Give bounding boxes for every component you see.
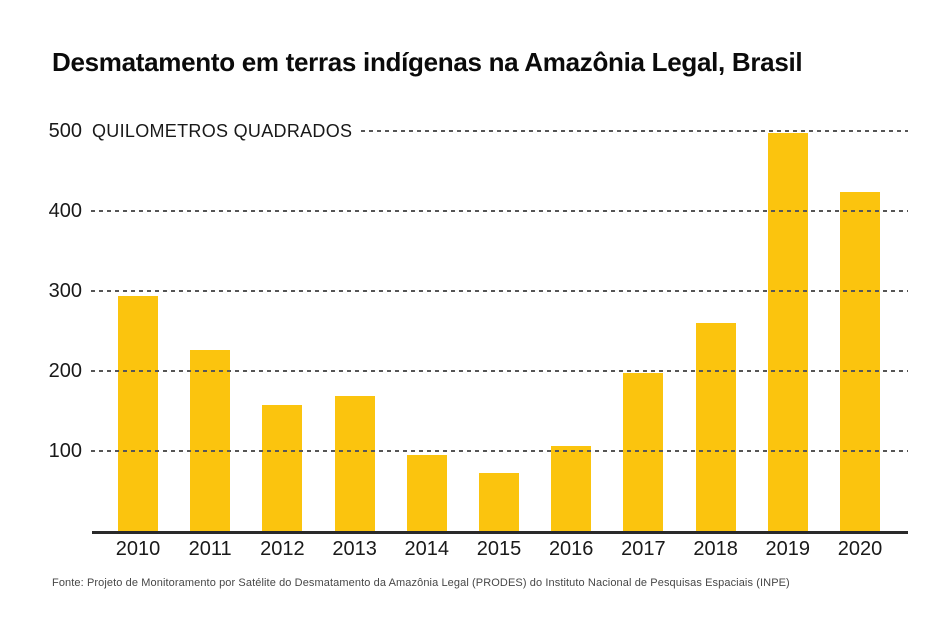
bar-2019 xyxy=(767,133,808,531)
bar-2017 xyxy=(623,373,664,531)
bar-2011 xyxy=(190,350,231,531)
bar-2016 xyxy=(551,446,592,531)
bar-2013 xyxy=(334,395,375,531)
x-tick-label: 2014 xyxy=(404,538,450,560)
x-tick-label: 2020 xyxy=(837,538,883,560)
x-tick-label: 2010 xyxy=(115,538,161,560)
x-tick-label: 2018 xyxy=(693,538,738,560)
bar-2020 xyxy=(840,191,880,531)
x-tick-label: 2017 xyxy=(621,538,666,560)
x-tick-label: 2019 xyxy=(765,538,811,560)
source-note: Fonte: Projeto de Monitoramento por Saté… xyxy=(52,577,790,589)
y-tick-label: 400 xyxy=(48,200,82,222)
y-axis-unit-label: QUILOMETROS QUADRADOS xyxy=(92,121,353,141)
x-tick-label: 2015 xyxy=(476,538,522,560)
y-tick-label: 300 xyxy=(48,280,82,302)
x-tick-label: 2011 xyxy=(188,538,232,560)
bar-2018 xyxy=(695,323,736,531)
chart-title: Desmatamento em terras indígenas na Amaz… xyxy=(52,47,803,77)
bar-2012 xyxy=(262,404,303,531)
y-tick-label: 200 xyxy=(48,360,82,382)
bar-2014 xyxy=(406,455,447,531)
x-tick-label: 2012 xyxy=(260,538,305,560)
bar-2015 xyxy=(479,472,519,531)
x-axis-line xyxy=(92,531,908,534)
y-tick-label: 500 xyxy=(48,120,82,142)
x-tick-label: 2013 xyxy=(332,538,377,560)
y-tick-label: 100 xyxy=(48,440,82,462)
x-tick-label: 2016 xyxy=(548,538,594,560)
gridline xyxy=(361,130,908,132)
bar-2010 xyxy=(118,295,158,531)
